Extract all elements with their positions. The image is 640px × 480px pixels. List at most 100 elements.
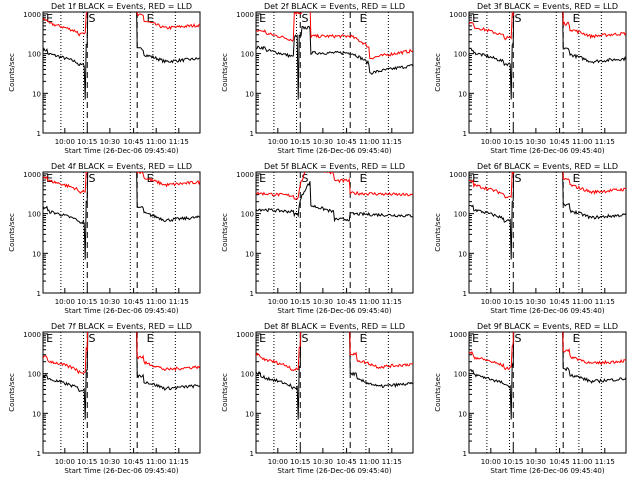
y-tick-label: 1 xyxy=(463,290,467,298)
x-tick-label: 11:00 xyxy=(572,458,592,466)
annotation-e: E xyxy=(360,332,367,345)
y-tick-label: 1 xyxy=(37,290,41,298)
chart-panel-2: Det 2f BLACK = Events, RED = LLD 1 10 100 10… xyxy=(221,2,414,155)
annotation-e: E xyxy=(573,332,580,345)
annotation-e: E xyxy=(472,172,479,185)
y-axis-label: Counts/sec xyxy=(434,53,442,92)
series-line xyxy=(256,332,413,420)
y-tick-label: 10 xyxy=(458,250,467,258)
y-tick-label: 1000 xyxy=(23,331,41,339)
annotation-e: E xyxy=(472,12,479,25)
chart-title: Det 2f BLACK = Events, RED = LLD xyxy=(264,2,405,11)
x-axis-label: Start Time (26-Dec-06 09:45:40) xyxy=(277,147,391,155)
x-tick-label: 10:45 xyxy=(549,298,569,306)
x-tick-label: 10:15 xyxy=(503,298,523,306)
chart-panel-3: Det 3f BLACK = Events, RED = LLD 1 10 100 10… xyxy=(434,2,627,155)
y-axis-label: Counts/sec xyxy=(8,373,16,412)
chart-panel-8: Det 8f BLACK = Events, RED = LLD 1 10 100 10… xyxy=(221,322,414,475)
x-tick-label: 10:00 xyxy=(268,298,288,306)
x-tick-label: 11:15 xyxy=(382,458,402,466)
series-line xyxy=(256,172,413,201)
chart-panel-9: Det 9f BLACK = Events, RED = LLD 1 10 100 10… xyxy=(434,322,627,475)
x-tick-label: 10:15 xyxy=(503,138,523,146)
annotation-s: S xyxy=(302,172,309,185)
y-tick-label: 1000 xyxy=(236,11,254,19)
x-tick-label: 10:15 xyxy=(503,458,523,466)
x-tick-label: 11:00 xyxy=(359,138,379,146)
y-axis-label: Counts/sec xyxy=(8,53,16,92)
y-tick-label: 10 xyxy=(32,250,41,258)
annotation-e: E xyxy=(147,12,154,25)
x-tick-label: 11:15 xyxy=(595,138,615,146)
x-tick-label: 11:00 xyxy=(572,138,592,146)
series-line xyxy=(43,332,200,420)
y-tick-label: 1000 xyxy=(236,331,254,339)
annotation-e: E xyxy=(573,12,580,25)
x-tick-label: 10:15 xyxy=(77,458,97,466)
x-tick-label: 10:30 xyxy=(100,298,120,306)
x-tick-label: 10:30 xyxy=(313,298,333,306)
plot-frame xyxy=(468,11,627,134)
annotation-e: E xyxy=(573,172,580,185)
chart-title: Det 9f BLACK = Events, RED = LLD xyxy=(477,322,618,331)
series-line xyxy=(43,172,200,194)
x-tick-label: 11:15 xyxy=(169,138,189,146)
x-axis-label: Start Time (26-Dec-06 09:45:40) xyxy=(64,307,178,315)
chart-panel-5: Det 5f BLACK = Events, RED = LLD 1 10 100 10… xyxy=(221,162,414,315)
y-tick-label: 10 xyxy=(245,90,254,98)
x-tick-label: 11:00 xyxy=(359,298,379,306)
y-tick-label: 100 xyxy=(241,211,254,219)
annotation-e: E xyxy=(46,332,53,345)
x-tick-label: 10:30 xyxy=(526,458,546,466)
x-axis-label: Start Time (26-Dec-06 09:45:40) xyxy=(490,147,604,155)
plot-frame xyxy=(255,331,414,454)
annotation-s: S xyxy=(515,172,522,185)
series-line xyxy=(43,12,200,100)
annotation-s: S xyxy=(515,12,522,25)
y-tick-label: 10 xyxy=(32,410,41,418)
x-axis-label: Start Time (26-Dec-06 09:45:40) xyxy=(64,467,178,475)
chart-title: Det 7f BLACK = Events, RED = LLD xyxy=(51,322,192,331)
y-tick-label: 100 xyxy=(28,51,41,59)
x-axis-label: Start Time (26-Dec-06 09:45:40) xyxy=(277,307,391,315)
y-tick-label: 10 xyxy=(32,90,41,98)
x-tick-label: 11:00 xyxy=(572,298,592,306)
x-tick-label: 10:30 xyxy=(313,458,333,466)
annotation-s: S xyxy=(302,12,309,25)
x-tick-label: 10:45 xyxy=(123,458,143,466)
chart-title: Det 1f BLACK = Events, RED = LLD xyxy=(51,2,192,11)
chart-title: Det 3f BLACK = Events, RED = LLD xyxy=(477,2,618,11)
annotation-e: E xyxy=(259,332,266,345)
x-tick-label: 10:00 xyxy=(481,298,501,306)
y-tick-label: 1 xyxy=(250,450,254,458)
y-tick-label: 1000 xyxy=(23,171,41,179)
x-tick-label: 10:15 xyxy=(290,458,310,466)
y-tick-label: 100 xyxy=(454,211,467,219)
annotation-s: S xyxy=(89,172,96,185)
chart-title: Det 6f BLACK = Events, RED = LLD xyxy=(477,162,618,171)
annotation-s: S xyxy=(89,332,96,345)
x-tick-label: 11:00 xyxy=(146,458,166,466)
x-tick-label: 10:15 xyxy=(290,298,310,306)
x-tick-label: 11:15 xyxy=(595,458,615,466)
y-tick-label: 1 xyxy=(250,130,254,138)
x-tick-label: 10:30 xyxy=(526,298,546,306)
x-tick-label: 10:45 xyxy=(336,458,356,466)
x-tick-label: 10:00 xyxy=(55,458,75,466)
plot-frame xyxy=(42,171,201,294)
x-tick-label: 11:15 xyxy=(169,298,189,306)
annotation-s: S xyxy=(515,332,522,345)
y-tick-label: 1000 xyxy=(449,171,467,179)
y-axis-label: Counts/sec xyxy=(221,53,229,92)
x-tick-label: 11:15 xyxy=(595,298,615,306)
x-tick-label: 10:15 xyxy=(290,138,310,146)
x-tick-label: 10:00 xyxy=(481,458,501,466)
annotation-e: E xyxy=(46,172,53,185)
y-tick-label: 100 xyxy=(241,51,254,59)
series-line xyxy=(469,172,626,199)
x-tick-label: 11:00 xyxy=(146,138,166,146)
annotation-e: E xyxy=(360,12,367,25)
x-axis-label: Start Time (26-Dec-06 09:45:40) xyxy=(277,467,391,475)
x-tick-label: 11:00 xyxy=(146,298,166,306)
